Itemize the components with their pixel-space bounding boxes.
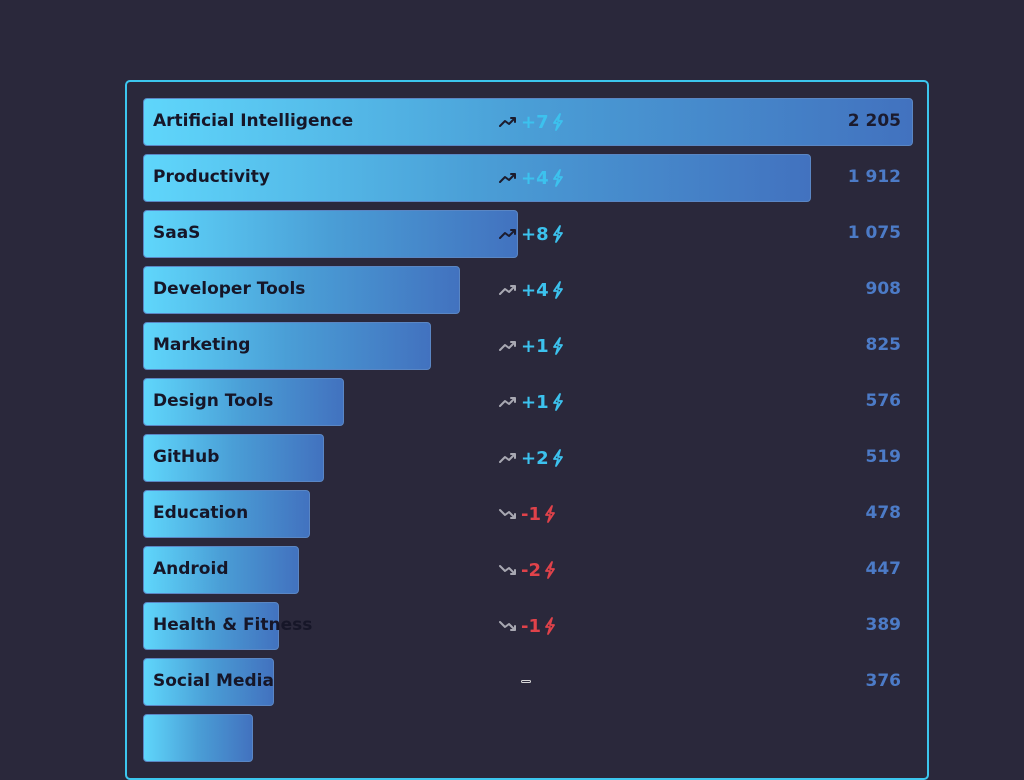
category-label: SaaS xyxy=(153,223,201,243)
category-bar xyxy=(143,490,310,538)
category-count: 389 xyxy=(865,615,902,635)
category-row[interactable]: Social Media 376 xyxy=(143,658,913,706)
category-bar xyxy=(143,266,460,314)
category-bar xyxy=(143,322,431,370)
trending-down-icon xyxy=(498,619,518,633)
category-count: 2 205 xyxy=(847,111,901,131)
bolt-icon xyxy=(544,505,556,523)
trending-up-icon xyxy=(498,227,518,241)
delta-value: -1 xyxy=(521,615,541,637)
delta-value: +2 xyxy=(521,447,549,469)
delta-value: +7 xyxy=(521,111,549,133)
bolt-icon xyxy=(552,281,564,299)
category-row[interactable]: Artificial Intelligence +7 2 205 xyxy=(143,98,913,146)
category-row[interactable]: Health & Fitness -1 389 xyxy=(143,602,913,650)
category-count: 1 912 xyxy=(847,167,901,187)
category-row[interactable]: Design Tools +1 576 xyxy=(143,378,913,426)
bolt-icon xyxy=(552,113,564,131)
category-bar xyxy=(143,154,811,202)
trending-up-icon xyxy=(498,283,518,297)
trend-indicator: -1 xyxy=(498,614,578,638)
bolt-icon xyxy=(552,337,564,355)
category-label: Education xyxy=(153,503,249,523)
delta-value: +4 xyxy=(521,167,549,189)
trend-indicator: +4 xyxy=(498,166,578,190)
category-count: 825 xyxy=(865,335,902,355)
trending-down-icon xyxy=(498,507,518,521)
category-count: 478 xyxy=(865,503,902,523)
category-count: 908 xyxy=(865,279,902,299)
bolt-icon xyxy=(552,393,564,411)
category-label: Artificial Intelligence xyxy=(153,111,354,131)
category-bar xyxy=(143,602,279,650)
trend-indicator: +1 xyxy=(498,334,578,358)
category-row[interactable] xyxy=(143,714,913,762)
bolt-icon xyxy=(552,169,564,187)
category-label: Design Tools xyxy=(153,391,274,411)
delta-value: +8 xyxy=(521,223,549,245)
category-row[interactable]: Marketing +1 825 xyxy=(143,322,913,370)
category-row[interactable]: GitHub +2 519 xyxy=(143,434,913,482)
category-label: Social Media xyxy=(153,671,274,691)
category-bar xyxy=(143,714,253,762)
category-bar xyxy=(143,658,274,706)
trending-up-icon xyxy=(498,115,518,129)
category-bar xyxy=(143,546,299,594)
category-label: Productivity xyxy=(153,167,270,187)
bolt-icon xyxy=(544,561,556,579)
category-label: Android xyxy=(153,559,229,579)
trend-indicator: +7 xyxy=(498,110,578,134)
category-count: 1 075 xyxy=(847,223,901,243)
category-count: 576 xyxy=(865,391,902,411)
category-label: Marketing xyxy=(153,335,251,355)
flat-dash-icon xyxy=(521,680,531,683)
category-count: 447 xyxy=(865,559,902,579)
category-row[interactable]: Developer Tools +4 908 xyxy=(143,266,913,314)
trending-up-icon xyxy=(498,171,518,185)
category-row[interactable]: Android -2 447 xyxy=(143,546,913,594)
bolt-icon xyxy=(552,449,564,467)
trend-indicator: -2 xyxy=(498,558,578,582)
category-count: 376 xyxy=(865,671,902,691)
bolt-icon xyxy=(552,225,564,243)
trend-indicator: +8 xyxy=(498,222,578,246)
delta-value: +1 xyxy=(521,335,549,357)
category-row[interactable]: Productivity +4 1 912 xyxy=(143,154,913,202)
trending-up-icon xyxy=(498,395,518,409)
bolt-icon xyxy=(544,617,556,635)
trending-up-icon xyxy=(498,451,518,465)
trend-indicator: +1 xyxy=(498,390,578,414)
category-label: Health & Fitness xyxy=(153,615,313,635)
category-label: GitHub xyxy=(153,447,220,467)
category-bar xyxy=(143,434,324,482)
delta-value: +1 xyxy=(521,391,549,413)
category-row[interactable]: Education -1 478 xyxy=(143,490,913,538)
trend-indicator: +2 xyxy=(498,446,578,470)
category-bar xyxy=(143,98,913,146)
category-bar xyxy=(143,378,344,426)
trending-up-icon xyxy=(498,339,518,353)
delta-value: -2 xyxy=(521,559,541,581)
category-count: 519 xyxy=(865,447,902,467)
category-row[interactable]: SaaS +8 1 075 xyxy=(143,210,913,258)
trend-indicator: +4 xyxy=(498,278,578,302)
delta-value: +4 xyxy=(521,279,549,301)
delta-value: -1 xyxy=(521,503,541,525)
trend-indicator: -1 xyxy=(498,502,578,526)
trending-down-icon xyxy=(498,563,518,577)
category-label: Developer Tools xyxy=(153,279,306,299)
category-bar xyxy=(143,210,518,258)
